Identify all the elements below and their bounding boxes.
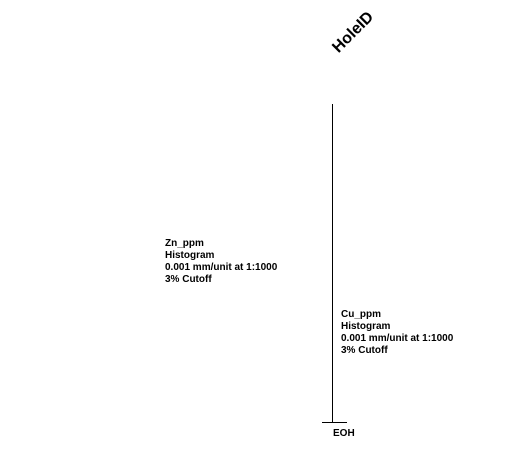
- zn-track-scale: 0.001 mm/unit at 1:1000: [165, 262, 278, 273]
- cu-track-cutoff: 3% Cutoff: [341, 345, 388, 356]
- zn-track-type: Histogram: [165, 250, 215, 261]
- hole-id-title: HoleID: [329, 8, 378, 57]
- drillhole-trace-line: [332, 104, 333, 423]
- cu-track-type: Histogram: [341, 321, 391, 332]
- end-of-hole-label: EOH: [333, 428, 355, 439]
- cu-track-scale: 0.001 mm/unit at 1:1000: [341, 333, 454, 344]
- zn-track-legend: Zn_ppm Histogram 0.001 mm/unit at 1:1000…: [165, 238, 277, 286]
- zn-track-name: Zn_ppm: [165, 238, 204, 249]
- zn-track-cutoff: 3% Cutoff: [165, 274, 212, 285]
- end-of-hole-tick: [322, 422, 347, 423]
- cu-track-legend: Cu_ppm Histogram 0.001 mm/unit at 1:1000…: [341, 309, 453, 357]
- cu-track-name: Cu_ppm: [341, 309, 381, 320]
